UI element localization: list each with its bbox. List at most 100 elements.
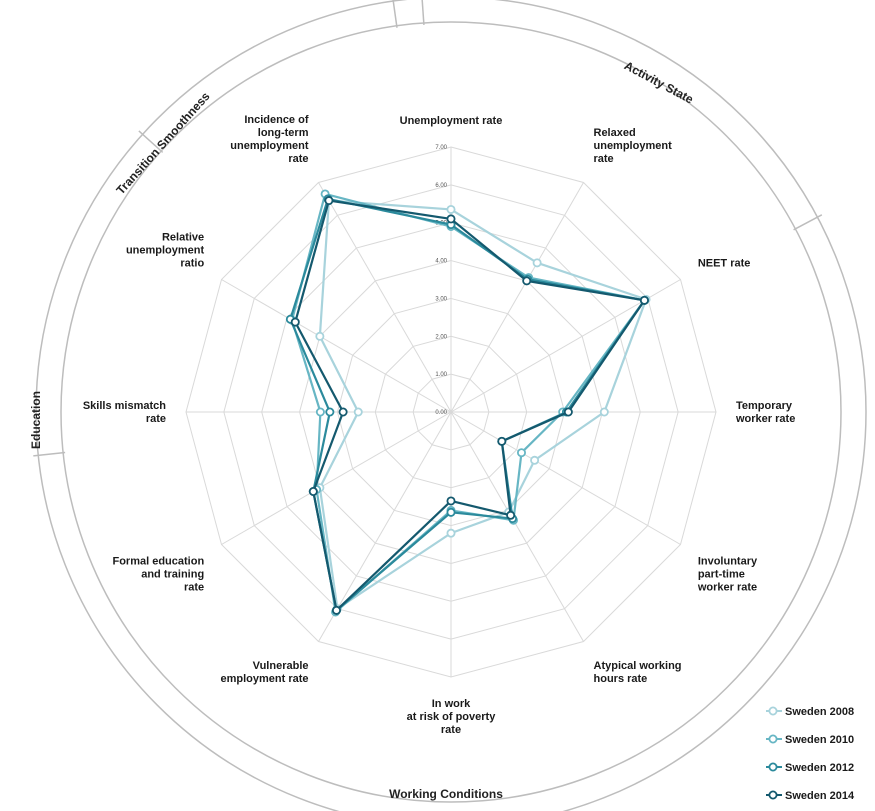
grid-spoke bbox=[450, 411, 681, 545]
data-point bbox=[497, 436, 507, 446]
tick-label: 3.00 bbox=[435, 296, 447, 302]
series-group bbox=[285, 194, 649, 615]
data-point bbox=[522, 276, 532, 286]
outer-ring-divider bbox=[421, 0, 425, 25]
axis-label: rate bbox=[441, 724, 461, 736]
axis-label: employment rate bbox=[220, 673, 308, 685]
data-point bbox=[353, 407, 363, 417]
series-group bbox=[287, 189, 649, 617]
legend-label: Sweden 2014 bbox=[785, 790, 855, 802]
grid-spoke bbox=[450, 182, 584, 413]
data-point bbox=[338, 407, 348, 417]
outer-ring-divider bbox=[392, 0, 398, 28]
data-point bbox=[308, 486, 318, 496]
legend-label: Sweden 2010 bbox=[785, 734, 854, 746]
axis-label: ratio bbox=[180, 258, 204, 270]
axis-label: unemployment bbox=[126, 245, 205, 257]
series-line bbox=[294, 199, 646, 612]
axis-label: Atypical working bbox=[594, 660, 682, 672]
category-group-label: Activity State bbox=[622, 58, 696, 106]
axis-label: hours rate bbox=[594, 673, 648, 685]
data-point bbox=[506, 510, 516, 520]
legend-swatch-marker bbox=[768, 762, 778, 772]
data-point bbox=[599, 407, 609, 417]
category-group-labels: Activity State Working Conditions Educatio… bbox=[29, 58, 696, 801]
data-point bbox=[563, 407, 573, 417]
data-point bbox=[331, 605, 341, 615]
grid-spoke bbox=[221, 411, 452, 545]
axis-label: worker rate bbox=[697, 582, 757, 594]
tick-label: 4.00 bbox=[435, 259, 447, 265]
axis-label: rate bbox=[146, 413, 166, 425]
axis-label: rate bbox=[288, 153, 308, 165]
radar-grid bbox=[185, 146, 717, 678]
tick-label: 1.00 bbox=[435, 372, 447, 378]
tick-label: 6.00 bbox=[435, 183, 447, 189]
outer-category-ring bbox=[33, 0, 867, 811]
data-point bbox=[315, 407, 325, 417]
legend-item: Sweden 2008 bbox=[766, 706, 854, 718]
tick-label: 7.00 bbox=[435, 145, 447, 151]
axis-label: NEET rate bbox=[698, 258, 751, 270]
axis-label-group: Unemployment rate bbox=[400, 115, 503, 127]
axis-label: Involuntary bbox=[698, 556, 758, 568]
grid-spoke bbox=[221, 279, 452, 413]
grid-spoke bbox=[450, 411, 584, 642]
axis-label: rate bbox=[594, 153, 614, 165]
series-group bbox=[315, 196, 651, 614]
axis-label: rate bbox=[184, 582, 204, 594]
grid-spoke bbox=[318, 182, 452, 413]
legend-item: Sweden 2014 bbox=[766, 790, 855, 802]
outer-ring-divider bbox=[138, 130, 164, 153]
axis-label: long-term bbox=[258, 127, 309, 139]
axis-label: Relaxed bbox=[594, 127, 636, 139]
data-point bbox=[446, 214, 456, 224]
axis-label: Formal education bbox=[112, 556, 204, 568]
outer-ring-divider bbox=[33, 451, 66, 457]
data-point bbox=[290, 317, 300, 327]
legend: Sweden 2008 Sweden 2010 Sweden 2012 Sweden … bbox=[766, 706, 855, 802]
axis-label: Vulnerable bbox=[253, 660, 309, 672]
grid-spoke bbox=[318, 411, 452, 642]
series-group bbox=[290, 196, 649, 615]
data-point bbox=[325, 407, 335, 417]
outer-ring-divider bbox=[793, 214, 823, 231]
series-line bbox=[290, 192, 646, 614]
axis-label: In work bbox=[432, 698, 471, 710]
outer-ring-circle bbox=[60, 21, 842, 803]
axis-label: worker rate bbox=[735, 413, 795, 425]
axis-label: unemployment bbox=[230, 140, 309, 152]
axis-label: and training bbox=[141, 569, 204, 581]
radial-tick-labels: 0.001.002.003.004.005.006.007.00 bbox=[435, 145, 447, 416]
data-point bbox=[315, 331, 325, 341]
data-point bbox=[446, 496, 456, 506]
data-point bbox=[639, 295, 649, 305]
data-point bbox=[446, 204, 456, 214]
legend-label: Sweden 2008 bbox=[785, 706, 854, 718]
data-point bbox=[446, 528, 456, 538]
axis-label: unemployment bbox=[594, 140, 673, 152]
legend-swatch-marker bbox=[768, 706, 778, 716]
axis-label-group: NEET rate bbox=[698, 258, 751, 270]
tick-label: 0.00 bbox=[435, 410, 447, 416]
axis-label: part-time bbox=[698, 569, 745, 581]
data-point bbox=[324, 196, 334, 206]
category-group-label: Transition Smoothness bbox=[113, 89, 212, 197]
axis-label: Skills mismatch bbox=[83, 400, 166, 412]
tick-label: 2.00 bbox=[435, 334, 447, 340]
data-series bbox=[285, 189, 651, 617]
category-group-label: Working Conditions bbox=[389, 787, 503, 801]
axis-label: at risk of poverty bbox=[407, 711, 497, 723]
axis-labels: Unemployment rateRelaxedunemploymentrate… bbox=[83, 114, 795, 736]
legend-swatch-marker bbox=[768, 790, 778, 800]
legend-swatch-marker bbox=[768, 734, 778, 744]
